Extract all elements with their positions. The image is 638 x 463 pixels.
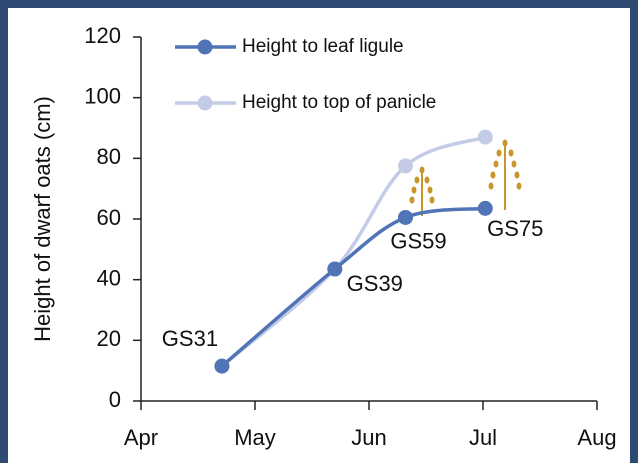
point: [477, 129, 493, 145]
x-tick-label: Jul: [469, 425, 497, 450]
annotation: GS59: [390, 228, 446, 253]
legend-marker: [197, 95, 213, 111]
x-tick-label: Jun: [351, 425, 386, 450]
legend-marker: [197, 39, 213, 55]
annotation: GS31: [162, 326, 218, 351]
legend-label: Height to leaf ligule: [242, 36, 404, 57]
annotation: GS75: [487, 216, 543, 241]
annotation: GS39: [347, 271, 403, 296]
point: [397, 209, 413, 225]
point: [327, 261, 343, 277]
legend-label: Height to top of panicle: [242, 92, 436, 113]
plot-background: [8, 8, 630, 463]
x-tick-label: Apr: [124, 425, 158, 450]
y-tick-label: 20: [97, 326, 121, 351]
y-tick-label: 40: [97, 265, 121, 290]
series-line: [220, 135, 486, 368]
point: [214, 358, 230, 374]
oat-icon: [488, 139, 522, 210]
y-tick-label: 100: [84, 83, 121, 108]
point: [477, 200, 493, 216]
y-tick-label: 120: [84, 23, 121, 48]
y-tick-label: 0: [109, 387, 121, 412]
series-line: [220, 206, 486, 368]
x-tick-label: May: [234, 425, 276, 450]
point: [397, 158, 413, 174]
oat-icon: [409, 166, 435, 216]
y-axis-label: Height of dwarf oats (cm): [30, 96, 55, 342]
y-tick-label: 60: [97, 205, 121, 230]
x-tick-label: Aug: [577, 425, 616, 450]
y-tick-label: 80: [97, 144, 121, 169]
